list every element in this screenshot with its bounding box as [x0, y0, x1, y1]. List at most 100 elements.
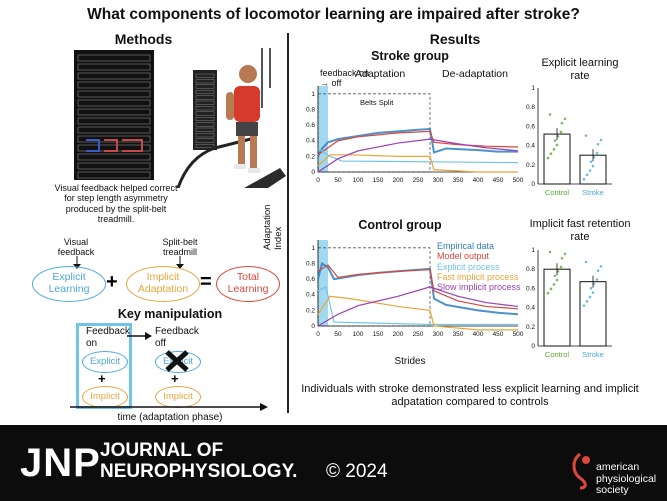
y-tick-label: 1	[311, 91, 315, 98]
publisher-name: american physiological society	[596, 461, 657, 497]
data-point	[584, 260, 588, 264]
journal-name-line1: JOURNAL OF	[100, 440, 224, 461]
screen-row	[77, 171, 151, 179]
y-tick-label: 1	[311, 245, 315, 252]
series-line	[317, 295, 518, 331]
x-tick-label: 350	[453, 177, 464, 184]
series-line	[317, 138, 519, 173]
explicit-rate-chart: 0 0.2 0.4 0.6 0.8 1 Control Stroke	[526, 85, 612, 197]
x-tick-label: 250	[413, 331, 424, 338]
y-tick-label: 0	[311, 323, 315, 330]
conclusion-text: Individuals with stroke demonstrated les…	[301, 383, 639, 408]
time-axis-label: time (adaptation phase)	[117, 412, 223, 423]
explicit-on-oval: Explicit	[82, 351, 128, 373]
data-point	[546, 291, 550, 295]
control-group-chart: 0 50 100 150 200 250 300 350 400 450 500 0 0.2 0.4 0.6…	[306, 240, 524, 338]
y-tick-label: 1	[531, 247, 535, 254]
walker-head	[239, 65, 257, 83]
monitor-row	[195, 138, 215, 143]
data-point	[563, 252, 567, 256]
y-axis-label: Adaptation Index	[262, 204, 284, 250]
journal-name-line2: NEUROPHYSIOLOGY.	[100, 460, 298, 482]
data-point	[596, 269, 600, 273]
monitor-row	[195, 73, 215, 78]
screen-row	[77, 126, 151, 134]
monitor-row	[195, 84, 215, 89]
screen-row	[77, 81, 151, 89]
copyright-year: © 2024	[326, 461, 388, 482]
y-tick-label: 0.4	[526, 305, 535, 312]
implicit-adaptation-oval: Implicit Adaptation	[126, 266, 200, 302]
treadmill-illustration	[74, 48, 286, 188]
stroke-group-title: Stroke group	[371, 49, 449, 63]
data-point	[582, 177, 586, 181]
x-tick-label: 150	[373, 331, 384, 338]
data-point	[588, 169, 592, 172]
data-point	[599, 265, 603, 268]
y-tick-label: 1	[531, 85, 535, 92]
screen-row	[77, 72, 151, 80]
monitor-row	[195, 100, 215, 105]
y-tick-label: 0.8	[306, 106, 315, 113]
methods-heading: Methods	[114, 31, 173, 47]
data-point	[589, 286, 593, 290]
series-line	[317, 127, 518, 157]
x-tick-label: 450	[493, 331, 504, 338]
data-point	[555, 143, 559, 147]
data-point	[553, 274, 557, 278]
monitor-row	[195, 90, 215, 95]
y-tick-label: 0.4	[526, 143, 535, 150]
implicit-fast-title: Implicit fast retention rate	[529, 218, 631, 243]
legend-empirical: Empirical data	[437, 241, 495, 251]
implicit-fast-chart: 0 0.2 0.4 0.6 0.8 1 Control Stroke	[526, 247, 612, 359]
control-group-title: Control group	[358, 218, 442, 232]
chart-legend: Empirical data Model output Explicit pro…	[437, 241, 527, 293]
y-tick-label: 0.6	[306, 276, 315, 283]
implicit-on-text: Implicit	[90, 390, 120, 402]
data-point	[595, 151, 599, 155]
feedback-shade	[318, 240, 328, 326]
screen-row	[77, 162, 151, 170]
aps-logo-icon	[572, 452, 590, 490]
category-label: Control	[545, 188, 570, 197]
data-point	[584, 134, 588, 137]
monitor-row	[195, 143, 215, 148]
data-point	[546, 156, 550, 160]
x-tick-label: 0	[316, 177, 320, 184]
series-line	[317, 286, 518, 326]
y-tick-label: 0.8	[526, 266, 535, 273]
x-tick-label: 300	[433, 331, 444, 338]
x-tick-label: 300	[433, 177, 444, 184]
step-marker-left	[86, 139, 100, 152]
x-axis-label: Strides	[394, 356, 426, 367]
screen-row	[77, 153, 151, 161]
data-point	[599, 138, 603, 142]
data-point	[548, 250, 552, 254]
y-tick-label: 0.2	[306, 153, 315, 160]
y-tick-label: 0	[531, 343, 535, 350]
implicit-adaptation-text: Implicit Adaptation	[137, 271, 189, 295]
monitor-row	[195, 116, 215, 121]
belts-split-label: Belts Split	[360, 98, 394, 107]
cross-icon	[165, 350, 189, 372]
x-tick-label: 200	[393, 331, 404, 338]
y-tick-label: 0.8	[306, 260, 315, 267]
legend-explicit: Explicit process	[437, 261, 500, 272]
feedback-shade	[318, 86, 328, 172]
data-point	[552, 283, 556, 286]
data-point	[582, 304, 586, 307]
data-point	[591, 164, 595, 168]
screen-row	[77, 108, 151, 116]
y-tick-label: 0.2	[526, 162, 535, 169]
page-title: What components of locomotor learning ar…	[87, 6, 580, 23]
split-belt-label: Split-belt treadmill	[162, 237, 198, 258]
adaptation-label: Adaptation	[355, 68, 406, 80]
legend-model: Model output	[437, 251, 490, 262]
x-tick-label: 350	[453, 331, 464, 338]
total-learning-oval: Total Learning	[216, 266, 280, 302]
y-tick-label: 0.6	[306, 122, 315, 129]
data-point	[549, 287, 553, 291]
journal-footer	[0, 425, 667, 501]
data-point	[552, 148, 556, 151]
y-tick-label: 0.4	[306, 138, 315, 145]
